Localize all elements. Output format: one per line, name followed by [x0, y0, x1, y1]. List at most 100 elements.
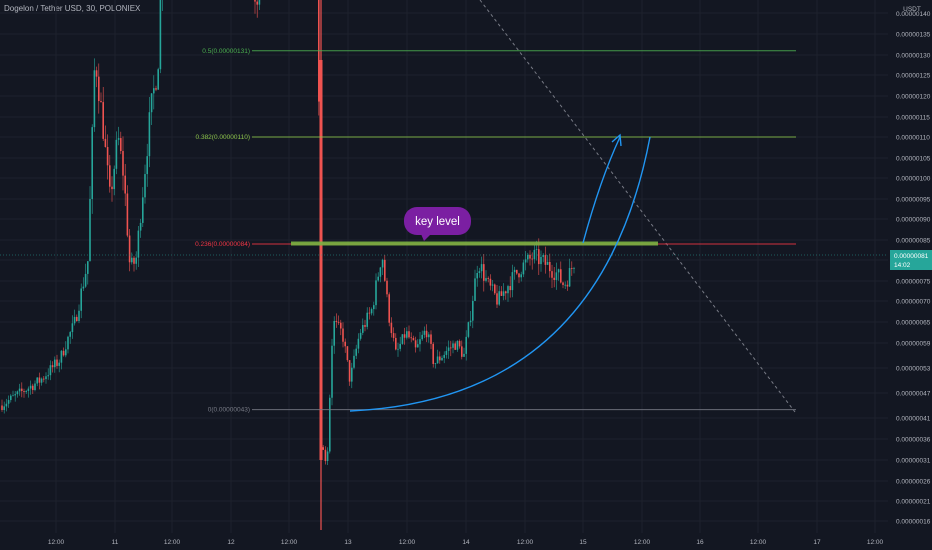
candle-body — [494, 284, 496, 294]
candle — [78, 304, 80, 324]
candle-body — [14, 394, 16, 396]
candle — [551, 264, 553, 289]
candle-body — [395, 337, 397, 350]
candle — [568, 258, 571, 288]
fib-level-label: 0.382(0.00000110) — [196, 134, 250, 141]
candle-body — [386, 280, 388, 295]
candle-body — [93, 70, 96, 128]
price-tick-label: 0.00000047 — [896, 391, 931, 398]
candle-body — [412, 337, 415, 341]
candle-body — [527, 254, 529, 260]
candle-body — [436, 356, 439, 364]
price-tick-label: 0.00000125 — [896, 73, 931, 80]
candle — [362, 318, 364, 336]
candle-body — [126, 193, 129, 236]
countdown-value: 14:02 — [894, 262, 911, 269]
price-tick-label: 0.00000075 — [896, 279, 931, 286]
candle-body — [500, 291, 503, 296]
candle-body — [518, 273, 520, 278]
candle — [425, 324, 428, 343]
candle-body — [390, 322, 393, 334]
candle — [95, 66, 98, 88]
candle-body — [568, 267, 571, 287]
candle — [368, 307, 371, 320]
candle — [412, 335, 415, 341]
candle — [71, 315, 74, 339]
candle — [452, 340, 454, 354]
candle — [10, 394, 12, 403]
time-tick-label: 11 — [112, 539, 119, 546]
fib-level-label: 0.5(0.00000131) — [202, 48, 250, 55]
candle — [69, 331, 71, 344]
candle — [392, 327, 395, 342]
price-axis: USDT 0.00000135 0.00000130 0.00000125 0.0000… — [888, 0, 932, 550]
candle — [494, 283, 496, 296]
candle — [109, 154, 111, 193]
candle-body — [417, 344, 419, 348]
price-tick-label: 0.00000016 — [896, 519, 931, 526]
candle-body — [483, 264, 485, 281]
candle — [560, 261, 562, 284]
candle — [417, 339, 419, 348]
candle — [27, 386, 30, 398]
candle-body — [546, 261, 549, 265]
candle — [67, 335, 69, 354]
candle — [553, 266, 555, 288]
candle-body — [124, 175, 126, 194]
candle — [443, 351, 445, 364]
candle-body — [458, 340, 461, 347]
time-tick-label: 12:00 — [750, 539, 767, 546]
candle-body — [133, 257, 135, 264]
candle — [54, 356, 56, 373]
candle-body — [98, 76, 100, 102]
candle-body — [111, 186, 113, 190]
candle-body — [507, 286, 509, 294]
candle-body — [428, 334, 430, 338]
candle — [489, 274, 492, 291]
candle-body — [91, 127, 93, 199]
price-tick-label: 0.00000036 — [896, 437, 931, 444]
candle-body — [439, 356, 441, 361]
candle-body — [333, 320, 335, 346]
candle — [34, 380, 36, 392]
candle — [21, 382, 23, 398]
candle — [329, 394, 331, 454]
candle-body — [324, 449, 327, 462]
candle-body — [43, 378, 45, 380]
candle — [377, 272, 379, 282]
candle — [441, 355, 443, 361]
candle — [98, 63, 100, 114]
time-tick-label: 12:00 — [48, 539, 65, 546]
candle — [3, 401, 5, 414]
candle-body — [392, 333, 395, 338]
candle-body — [12, 395, 14, 397]
candle — [49, 360, 52, 381]
candle-body — [502, 291, 505, 296]
time-tick-label: 14 — [462, 539, 470, 546]
candle-body — [511, 272, 514, 291]
candle — [331, 338, 333, 406]
candle — [23, 388, 25, 398]
candle-body — [399, 343, 401, 349]
candle-body — [150, 93, 153, 113]
candle-body — [456, 340, 459, 350]
candle — [333, 316, 335, 354]
time-tick-label: 17 — [813, 539, 821, 546]
candle — [115, 131, 118, 175]
candle — [93, 58, 96, 132]
candle-body — [36, 377, 38, 384]
candle — [379, 266, 382, 283]
candle-body — [144, 174, 146, 198]
candle — [480, 256, 483, 279]
candle — [450, 340, 452, 357]
candle — [58, 359, 60, 373]
candle-body — [379, 267, 382, 277]
candle — [491, 279, 494, 292]
candle — [498, 285, 500, 306]
candle — [47, 368, 49, 380]
candle-body — [452, 343, 454, 348]
candle-body — [557, 269, 560, 273]
candle-body — [472, 300, 474, 321]
candle-body — [342, 328, 344, 342]
